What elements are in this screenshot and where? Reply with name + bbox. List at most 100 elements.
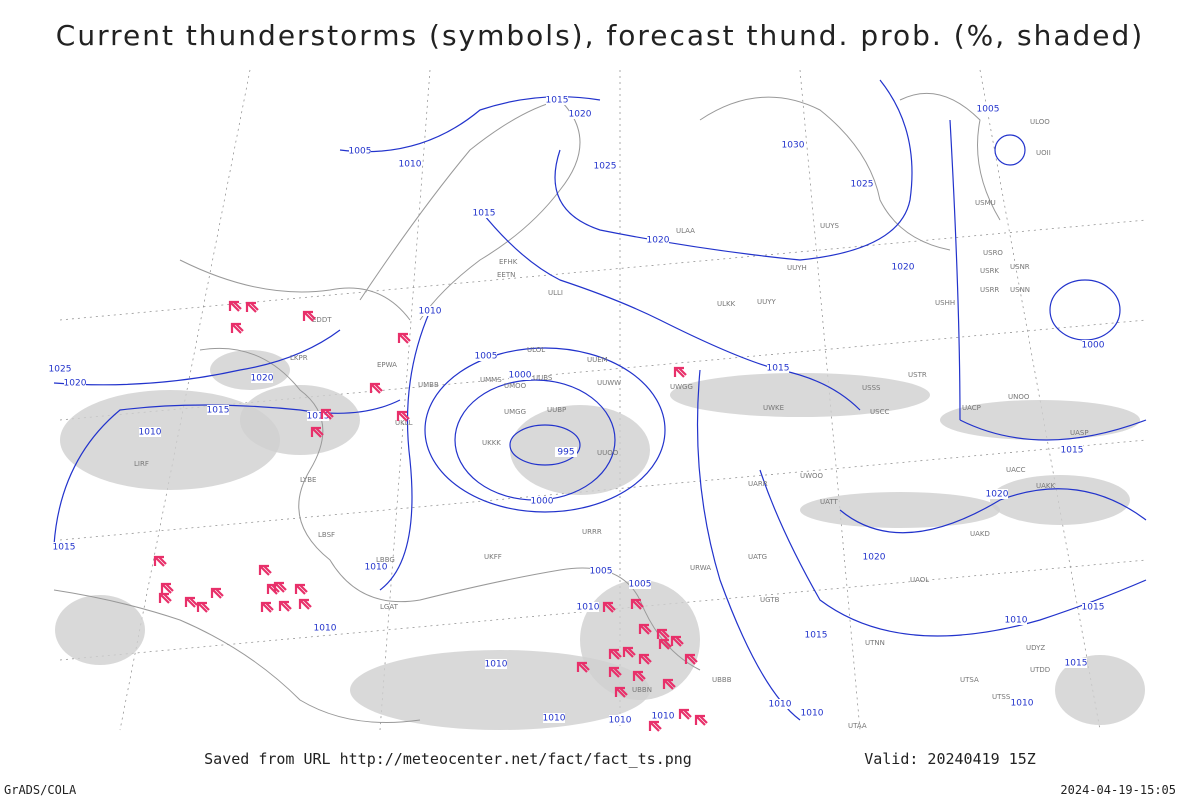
label-bg [1082, 602, 1104, 612]
isobar-label: 1015 [307, 412, 330, 422]
isobar-label: 1015 [805, 631, 828, 641]
isobar-label: 1010 [543, 714, 566, 724]
storm-symbol [260, 601, 274, 613]
station-label: UACP [962, 404, 981, 412]
isobar-label: 1020 [647, 236, 670, 246]
station-label: USNR [1010, 263, 1030, 271]
station-label: UUYS [820, 222, 840, 230]
storm-symbol [694, 714, 708, 726]
credit: GrADS/COLA [4, 783, 77, 797]
storm-symbol [184, 596, 198, 608]
storm-symbol [673, 366, 687, 378]
label-bg [473, 208, 495, 218]
isobar-label: 1020 [863, 553, 886, 563]
storm-symbol [273, 581, 287, 593]
label-bg [629, 579, 651, 589]
storm-symbol [397, 332, 411, 344]
storm-symbol [310, 426, 324, 438]
label-bg [365, 562, 387, 572]
isobar-label: 1025 [49, 365, 72, 375]
isobar-label: 1010 [801, 709, 824, 719]
isobar-label: 1015 [1082, 603, 1105, 613]
isobar-label: 1015 [207, 406, 230, 416]
isobar-label: 1015 [546, 96, 569, 106]
label-bg [139, 427, 161, 437]
label-bg [49, 364, 71, 374]
storm-symbol [158, 592, 172, 604]
label-bg [805, 630, 827, 640]
station-label: UATG [748, 553, 767, 561]
station-label: EDDT [312, 316, 332, 324]
station-label: ULAA [676, 227, 695, 235]
station-label: UWOO [800, 472, 824, 480]
station-label: ULLI [548, 289, 563, 297]
storm-symbol [632, 670, 646, 682]
label-bg [555, 447, 577, 457]
station-label: UTNN [865, 639, 885, 647]
station-label: ULKK [717, 300, 736, 308]
station-label: UMMS [480, 376, 502, 384]
isobar-label: 1005 [977, 105, 1000, 115]
storm-symbol [320, 408, 334, 420]
label-bg [419, 306, 441, 316]
station-label: URRR [582, 528, 602, 536]
isobar-label: 1010 [769, 700, 792, 710]
shading [55, 350, 1145, 730]
label-bg [509, 370, 531, 380]
label-bg [1005, 615, 1027, 625]
station-label: UBBN [632, 686, 652, 694]
station-label: UOII [1036, 149, 1051, 157]
storm-symbol [396, 410, 410, 422]
station-label: UTSS [992, 693, 1011, 701]
isobar-labels: 1015102010051010103010251025100510151020… [49, 95, 1105, 726]
storm-symbol [153, 555, 167, 567]
storm-symbol [684, 653, 698, 665]
source: Saved from URL http://meteocenter.net/fa… [204, 750, 692, 768]
station-label: UUBS [533, 374, 553, 382]
station-label: UUYY [757, 298, 777, 306]
label-bg [590, 566, 612, 576]
title: Current thunderstorms (symbols), forecas… [56, 19, 1144, 52]
label-bg [769, 699, 791, 709]
isobar-label: 1010 [139, 428, 162, 438]
label-bg [767, 363, 789, 373]
station-label: UAOL [910, 576, 929, 584]
storm-symbol [228, 300, 242, 312]
station-label: UKFF [484, 553, 502, 561]
station-label: LYBE [300, 476, 316, 484]
storm-symbol [210, 587, 224, 599]
station-labels: ULOO UOII USMU ULAA UUYS UUYH ULKK UUYY USHH USRO… [134, 118, 1089, 730]
station-label: UBBB [712, 676, 732, 684]
station-label: LGAT [380, 603, 399, 611]
station-label: UARR [748, 480, 768, 488]
storm-symbol [662, 678, 676, 690]
storm-symbol [160, 582, 174, 594]
thunderstorm-symbols [153, 300, 708, 732]
isobar-label: 1020 [251, 374, 274, 384]
station-label: EFHK [499, 258, 518, 266]
isobar-label: 1020 [64, 379, 87, 389]
station-label: LBBG [376, 556, 395, 564]
station-label: ULOL [527, 346, 545, 354]
isobar-label: 1025 [594, 162, 617, 172]
isobar-label: 1010 [314, 624, 337, 634]
station-label: UUEM [587, 356, 608, 364]
station-label: USRK [980, 267, 999, 275]
station-label: UMOO [504, 382, 527, 390]
label-bg [207, 405, 229, 415]
isobar-label: 1000 [1082, 341, 1105, 351]
station-label: LIRF [134, 460, 149, 468]
station-label: UKLL [395, 419, 413, 427]
station-label: UTAA [848, 722, 867, 730]
label-bg [569, 109, 591, 119]
storm-symbol [196, 601, 210, 613]
label-bg [977, 104, 999, 114]
label-bg [485, 659, 507, 669]
isobar-label: 1010 [485, 660, 508, 670]
storm-symbol [638, 653, 652, 665]
isobar-label: 1025 [851, 180, 874, 190]
isobar-label: 1010 [652, 712, 675, 722]
label-bg [609, 715, 631, 725]
storm-symbol [369, 382, 383, 394]
station-label: ULOO [1030, 118, 1050, 126]
